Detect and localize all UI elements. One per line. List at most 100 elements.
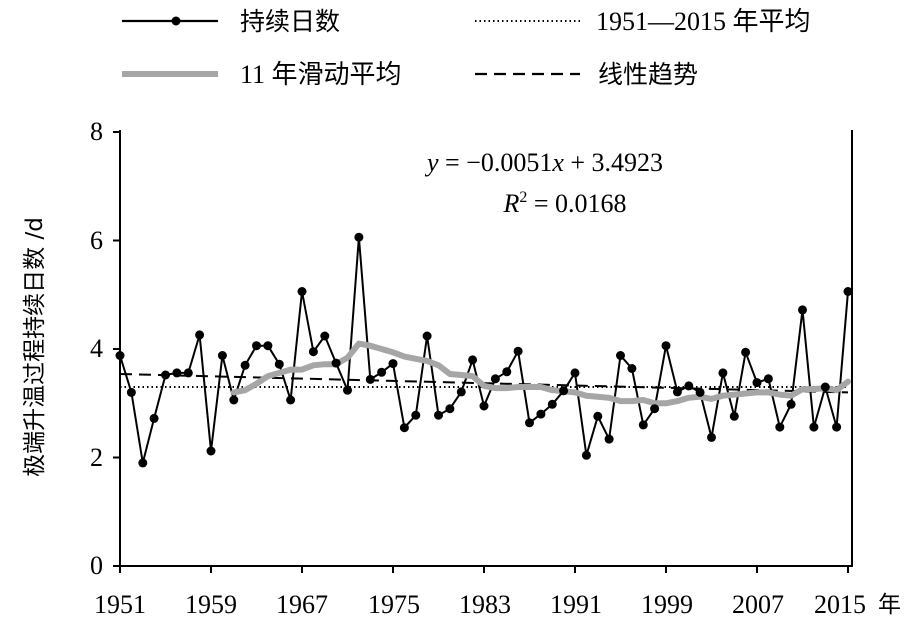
y-tick-label: 2 xyxy=(90,443,103,472)
duration-point xyxy=(604,434,614,444)
y-tick-label: 8 xyxy=(90,117,103,146)
equation-const: + 3.4923 xyxy=(564,148,663,177)
duration-point xyxy=(217,351,227,360)
tick-marks xyxy=(113,131,849,573)
duration-point xyxy=(581,450,591,460)
duration-point xyxy=(240,360,250,370)
duration-point xyxy=(479,401,489,411)
duration-point xyxy=(559,386,569,396)
duration-point xyxy=(638,420,648,430)
x-axis-title: 年 xyxy=(878,592,901,618)
x-tick-labels: 1951 1959 1967 1975 1983 1991 1999 2007 … xyxy=(94,590,866,619)
axes xyxy=(113,130,853,573)
x-tick-label: 1983 xyxy=(459,590,511,619)
duration-point xyxy=(343,385,352,395)
legend-item-duration: 持续日数 xyxy=(122,7,340,36)
duration-point xyxy=(593,411,603,421)
duration-point xyxy=(456,387,466,397)
duration-point xyxy=(308,347,318,357)
duration-point xyxy=(525,418,534,428)
duration-point xyxy=(161,370,170,380)
duration-point xyxy=(798,305,807,315)
duration-point xyxy=(468,355,478,365)
equation-coef: = −0.0051 xyxy=(439,148,553,177)
duration-point xyxy=(536,409,546,419)
duration-point xyxy=(354,232,364,242)
duration-line xyxy=(119,236,849,464)
legend-item-trend: 线性趋势 xyxy=(475,60,698,89)
legend-label-moving: 11 年滑动平均 xyxy=(240,60,402,89)
duration-point xyxy=(297,287,307,296)
legend-marker-duration xyxy=(171,16,181,26)
legend-label-trend: 线性趋势 xyxy=(598,60,698,89)
duration-point xyxy=(786,399,796,409)
x-tick-label: 1975 xyxy=(368,590,420,619)
r-letter: R xyxy=(502,189,519,218)
duration-point xyxy=(490,374,500,384)
y-tick-labels: 0 2 4 6 8 xyxy=(90,117,103,580)
x-tick-label: 1959 xyxy=(185,590,237,619)
duration-point xyxy=(229,395,239,405)
duration-point xyxy=(752,378,762,388)
duration-point xyxy=(365,374,375,384)
x-tick-label: 2015 xyxy=(814,590,866,619)
duration-point xyxy=(650,404,660,414)
duration-point xyxy=(684,381,694,391)
legend: 持续日数 1951—2015 年平均 11 年滑动平均 线性趋势 xyxy=(122,7,811,89)
equation-y: y xyxy=(424,148,439,177)
equation-x: x xyxy=(551,148,564,177)
r-superscript: 2 xyxy=(519,189,527,206)
r-squared: R2 = 0.0168 xyxy=(502,189,626,218)
duration-point xyxy=(741,347,751,357)
r-value: = 0.0168 xyxy=(527,189,626,218)
duration-point xyxy=(183,368,193,378)
duration-point xyxy=(138,458,148,468)
y-tick-label: 0 xyxy=(90,551,103,580)
duration-point xyxy=(502,367,512,377)
plot-area xyxy=(115,232,853,468)
duration-point xyxy=(707,432,716,442)
duration-point xyxy=(718,368,728,378)
duration-point xyxy=(149,413,159,423)
x-tick-label: 1967 xyxy=(276,590,328,619)
duration-point xyxy=(286,395,296,405)
duration-point xyxy=(513,346,523,356)
duration-point xyxy=(627,364,637,373)
x-tick-label: 1951 xyxy=(94,590,146,619)
duration-point xyxy=(377,367,387,377)
duration-point xyxy=(616,351,625,360)
duration-point xyxy=(422,331,432,341)
duration-point xyxy=(434,410,443,420)
legend-item-mean: 1951—2015 年平均 xyxy=(475,7,811,36)
y-tick-label: 4 xyxy=(90,334,103,363)
duration-point xyxy=(809,422,819,432)
duration-point xyxy=(445,404,455,414)
duration-point xyxy=(411,410,421,420)
duration-point xyxy=(547,399,557,409)
x-tick-label: 2007 xyxy=(732,590,784,619)
duration-point xyxy=(172,368,182,378)
duration-point xyxy=(331,358,341,368)
legend-item-moving: 11 年滑动平均 xyxy=(122,60,402,89)
duration-point xyxy=(126,387,136,397)
y-tick-label: 6 xyxy=(90,226,103,255)
duration-point xyxy=(763,374,773,384)
duration-point xyxy=(195,330,205,340)
duration-point xyxy=(570,368,580,378)
duration-point xyxy=(661,341,671,351)
y-axis-title: 极端升温过程持续日数 /d xyxy=(22,217,48,477)
legend-label-duration: 持续日数 xyxy=(240,7,340,36)
duration-point xyxy=(399,423,409,433)
x-tick-label: 1991 xyxy=(550,590,602,619)
duration-point xyxy=(775,422,785,432)
duration-point xyxy=(695,387,705,397)
duration-point xyxy=(672,387,682,397)
duration-point xyxy=(843,287,853,296)
duration-point xyxy=(820,382,830,392)
duration-point xyxy=(274,359,284,369)
duration-point xyxy=(832,422,842,432)
duration-point xyxy=(388,359,398,369)
duration-point xyxy=(729,411,739,421)
moving-average-line xyxy=(230,340,851,407)
